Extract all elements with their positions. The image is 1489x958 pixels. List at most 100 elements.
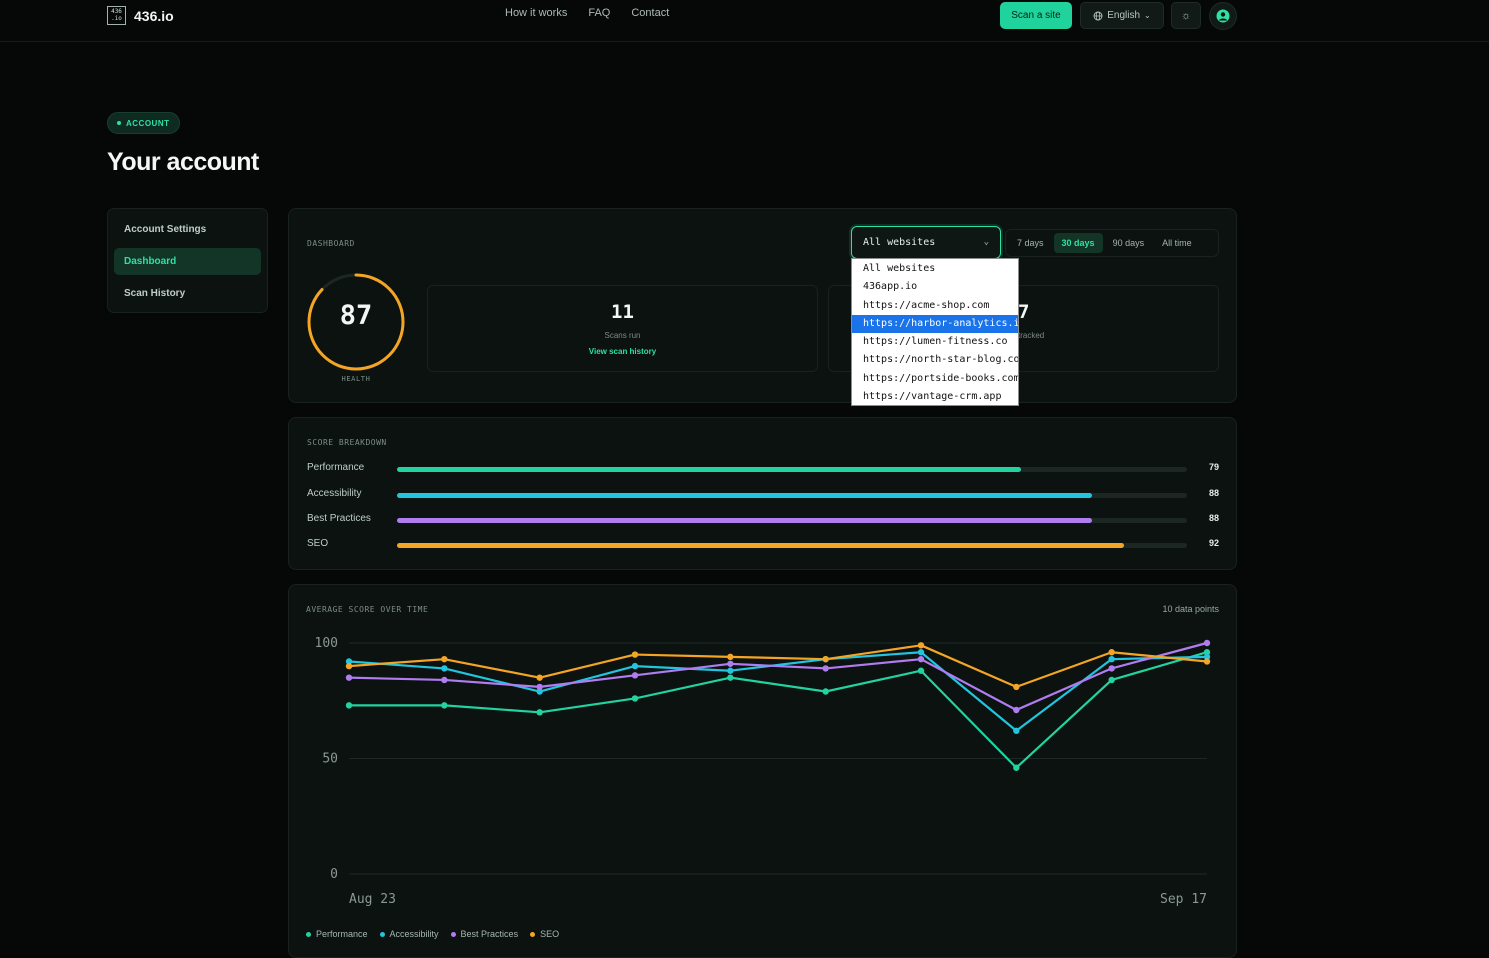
score-over-time-card: AVERAGE SCORE OVER TIME 10 data points 1…	[288, 584, 1237, 958]
scan-site-button[interactable]: Scan a site	[1000, 2, 1072, 29]
health-gauge	[307, 273, 405, 371]
pill-dot	[117, 121, 121, 125]
scans-count: 11	[611, 301, 634, 323]
score-bar-track	[397, 518, 1187, 523]
nav-faq[interactable]: FAQ	[588, 7, 611, 19]
sidebar-item-scan-history[interactable]: Scan History	[124, 288, 186, 299]
logo-text: 436.io	[134, 7, 174, 24]
logo-icon: 436 .io	[107, 6, 126, 25]
legend-item-best-practices: Best Practices	[450, 929, 518, 939]
series-line	[349, 651, 1208, 769]
tracked-stat-card: 7 tracked	[828, 285, 1219, 372]
health-label: HEALTH	[341, 375, 371, 383]
line-chart: 100 50 0 Aug 23 Sep 17	[315, 636, 1211, 907]
series-line	[348, 644, 1208, 688]
y-tick-label: 0	[330, 867, 338, 882]
website-select-value: All websites	[863, 237, 936, 248]
score-breakdown-label: SCORE BREAKDOWN	[307, 438, 387, 447]
data-point	[536, 709, 543, 716]
pill-label: ACCOUNT	[126, 118, 170, 128]
website-select[interactable]: All websites ⌄	[851, 226, 1001, 259]
score-row-accessibility: Accessibility 88	[307, 488, 1219, 502]
section-pill: ACCOUNT	[107, 112, 180, 134]
scans-stat-card: 11 Scans run View scan history	[427, 285, 818, 372]
dropdown-option[interactable]: https://north-star-blog.com	[863, 354, 1018, 366]
data-point	[441, 702, 448, 709]
y-tick-label: 50	[322, 752, 338, 767]
view-scan-history-link[interactable]: View scan history	[588, 347, 657, 356]
data-point	[345, 702, 353, 709]
data-point	[1108, 676, 1115, 684]
data-point	[1013, 727, 1020, 734]
data-point	[822, 688, 829, 695]
score-bar-fill	[397, 493, 1093, 498]
globe-icon	[1093, 11, 1103, 20]
legend-label: SEO	[540, 929, 560, 939]
language-select[interactable]: English ⌄	[1080, 2, 1164, 29]
tracked-count: 7	[1018, 301, 1030, 323]
dashboard-card: DASHBOARD 87 HEALTH 11 Scans run View sc…	[288, 208, 1237, 403]
score-row-name: Accessibility	[307, 488, 362, 499]
range-90-days[interactable]: 90 days	[1112, 238, 1145, 248]
data-points-count: 10 data points	[1162, 604, 1219, 614]
range-30-days[interactable]: 30 days	[1053, 233, 1103, 253]
avatar-button[interactable]	[1209, 2, 1237, 30]
score-row-best-practices: Best Practices 88	[307, 513, 1219, 527]
dropdown-option[interactable]: 436app.io	[863, 281, 918, 293]
data-point	[345, 662, 353, 670]
score-row-value: 88	[1208, 513, 1219, 523]
data-point	[536, 688, 543, 695]
nav-contact[interactable]: Contact	[631, 7, 670, 19]
score-bar-track	[397, 493, 1187, 498]
sidebar-item-dashboard[interactable]: Dashboard	[114, 248, 261, 275]
score-bar-track	[397, 467, 1187, 472]
data-point	[345, 658, 353, 665]
score-row-value: 92	[1208, 538, 1219, 548]
dropdown-option[interactable]: https://acme-shop.com	[863, 299, 990, 311]
data-point	[1203, 639, 1211, 647]
health-gauge-arc	[307, 273, 405, 371]
logo[interactable]: 436 .io 436.io	[107, 6, 174, 25]
dropdown-option[interactable]: https://lumen-fitness.co	[863, 336, 1008, 348]
sidebar-item-account-settings[interactable]: Account Settings	[124, 224, 207, 235]
score-breakdown-card: SCORE BREAKDOWN Performance 79 Accessibi…	[288, 417, 1237, 570]
dropdown-option[interactable]: https://vantage-crm.app	[863, 391, 1002, 403]
data-point	[1108, 655, 1115, 663]
tracked-label: tracked	[1018, 331, 1045, 340]
legend-item-accessibility: Accessibility	[379, 929, 439, 939]
data-point	[917, 667, 925, 674]
theme-toggle-button[interactable]: ☼	[1171, 2, 1201, 29]
range-all-time[interactable]: All time	[1162, 238, 1192, 248]
score-bar-track	[397, 543, 1187, 548]
legend-label: Accessibility	[389, 929, 439, 939]
user-icon	[1216, 9, 1230, 23]
chevron-down-icon: ⌄	[983, 237, 989, 247]
legend-label: Performance	[316, 929, 368, 939]
data-point	[917, 655, 925, 663]
date-range-toggle: 7 days 30 days 90 days All time	[1005, 229, 1219, 257]
nav-how-it-works[interactable]: How it works	[505, 7, 568, 19]
data-point	[345, 674, 353, 681]
scans-label: Scans run	[604, 331, 641, 340]
sun-icon: ☼	[1180, 9, 1192, 22]
language-label: English	[1107, 10, 1141, 21]
data-point	[1203, 658, 1211, 665]
data-point	[822, 655, 829, 663]
main-nav: How it works FAQ Contact	[505, 7, 669, 19]
dropdown-option-highlighted[interactable]: https://harbor-analytics.io	[852, 314, 1018, 334]
data-point	[822, 665, 829, 672]
range-7-days[interactable]: 7 days	[1017, 238, 1044, 248]
score-row-performance: Performance 79	[307, 462, 1219, 476]
data-point	[1203, 649, 1211, 656]
dropdown-option[interactable]: All websites	[863, 263, 936, 274]
legend-swatch	[450, 932, 456, 938]
dropdown-option[interactable]: https://portside-books.com	[863, 372, 1018, 384]
data-point	[631, 695, 639, 702]
series-line	[348, 651, 1208, 732]
legend-swatch	[306, 932, 311, 938]
data-point	[1108, 665, 1115, 672]
score-bar-fill	[397, 518, 1093, 523]
data-point	[536, 674, 543, 681]
data-point	[536, 683, 543, 691]
chevron-down-icon: ⌄	[1144, 11, 1151, 20]
